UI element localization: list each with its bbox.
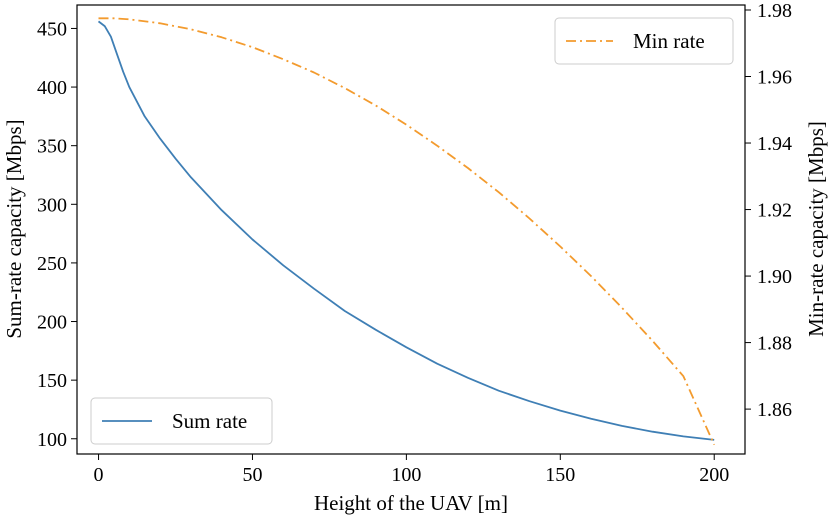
y-right-tick-label: 1.88 bbox=[757, 333, 792, 355]
y-left-tick-label: 450 bbox=[37, 18, 67, 40]
y-left-tick-label: 250 bbox=[37, 253, 67, 275]
x-tick-label: 200 bbox=[699, 464, 729, 486]
x-tick-label: 50 bbox=[242, 464, 262, 486]
legend-min-rate-box bbox=[554, 17, 734, 65]
x-axis-title: Height of the UAV [m] bbox=[314, 491, 508, 515]
sum-rate-line bbox=[97, 20, 715, 441]
y-right-tick-label: 1.96 bbox=[757, 67, 792, 89]
y-right-axis-ticks: 1.86 1.88 1.90 1.92 1.94 1.96 1.98 bbox=[745, 0, 792, 421]
y-right-tick-label: 1.94 bbox=[757, 133, 792, 155]
plot-frame bbox=[76, 4, 746, 455]
y-right-tick-label: 1.90 bbox=[757, 266, 792, 288]
legend-sum-rate-label: Sum rate bbox=[172, 409, 247, 433]
x-tick-label: 150 bbox=[545, 464, 575, 486]
y-right-tick-label: 1.98 bbox=[757, 0, 792, 22]
series-layer bbox=[97, 17, 716, 446]
y-left-tick-label: 300 bbox=[37, 194, 67, 216]
x-axis-ticks: 0 50 100 150 200 bbox=[94, 454, 729, 486]
legend-sum-rate: Sum rate bbox=[90, 397, 273, 445]
legend-sum-rate-box bbox=[90, 397, 273, 445]
legend-min-rate-label: Min rate bbox=[633, 29, 705, 53]
y-left-axis-title: Sum-rate capacity [Mbps] bbox=[2, 119, 26, 338]
y-right-axis-title: Min-rate capacity [Mbps] bbox=[804, 121, 828, 337]
y-left-tick-label: 350 bbox=[37, 136, 67, 158]
y-left-axis-ticks: 100 150 200 250 300 350 400 450 bbox=[37, 18, 77, 451]
y-left-tick-label: 100 bbox=[37, 429, 67, 451]
y-right-tick-label: 1.86 bbox=[757, 399, 792, 421]
min-rate-line bbox=[98, 17, 716, 446]
x-tick-label: 100 bbox=[391, 464, 421, 486]
y-left-tick-label: 400 bbox=[37, 77, 67, 99]
legend-min-rate: Min rate bbox=[554, 17, 734, 65]
y-left-tick-label: 150 bbox=[37, 370, 67, 392]
y-right-tick-label: 1.92 bbox=[757, 200, 792, 222]
x-tick-label: 0 bbox=[94, 464, 104, 486]
y-left-tick-label: 200 bbox=[37, 312, 67, 334]
